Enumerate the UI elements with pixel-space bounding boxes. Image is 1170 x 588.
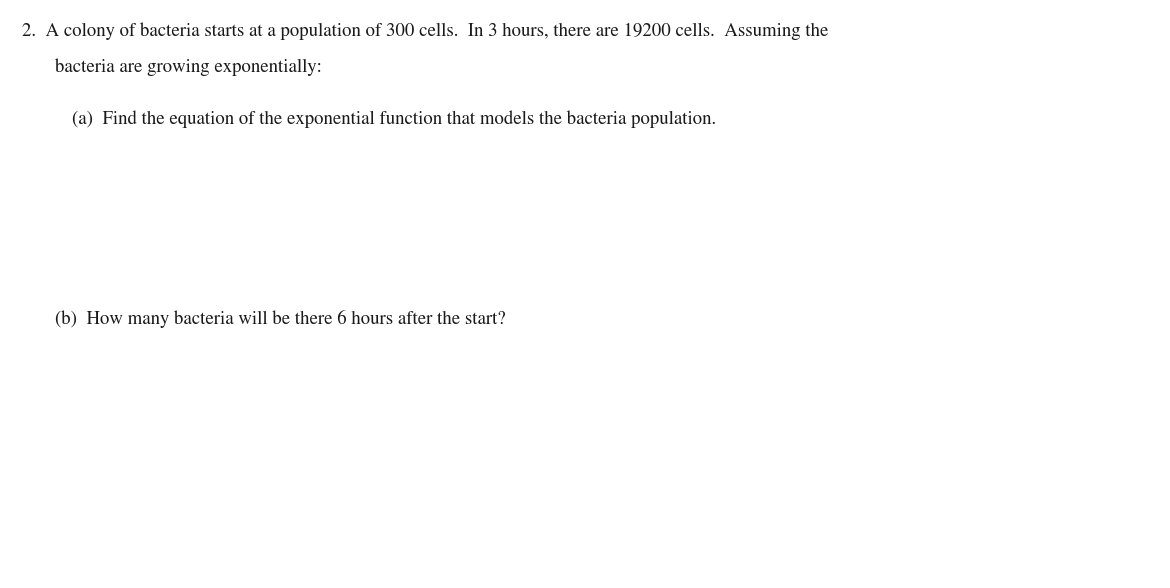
Text: 2.  A colony of bacteria starts at a population of 300 cells.  In 3 hours, there: 2. A colony of bacteria starts at a popu… (22, 22, 828, 39)
Text: bacteria are growing exponentially:: bacteria are growing exponentially: (55, 58, 322, 76)
Text: (b)  How many bacteria will be there 6 hours after the start?: (b) How many bacteria will be there 6 ho… (55, 310, 505, 328)
Text: (a)  Find the equation of the exponential function that models the bacteria popu: (a) Find the equation of the exponential… (73, 110, 716, 128)
